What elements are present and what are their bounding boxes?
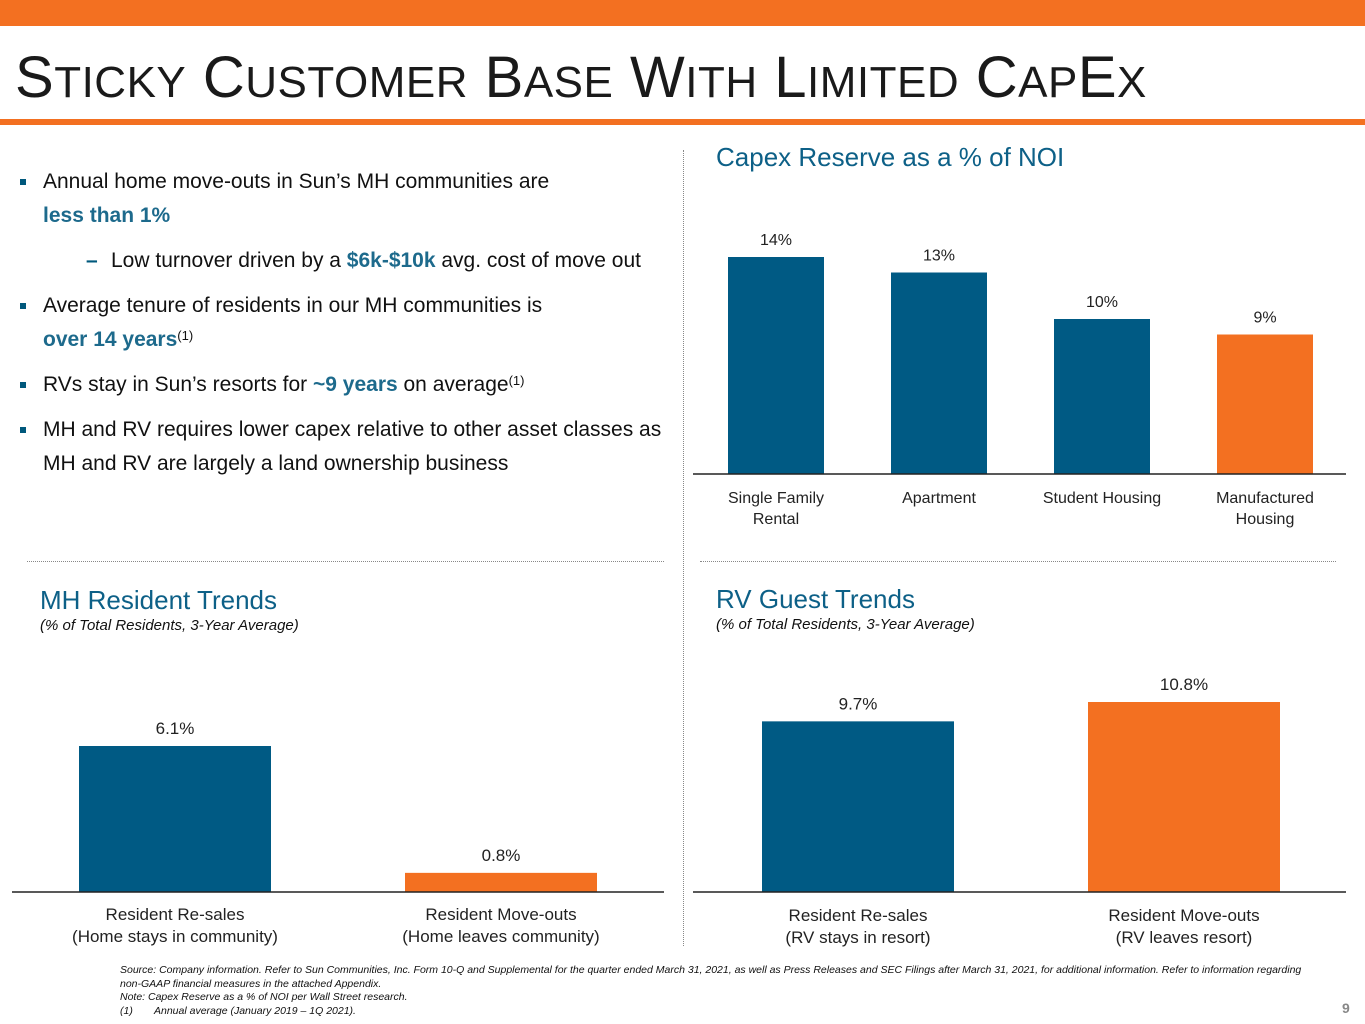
bullet-text: Average tenure of residents in our MH co… [43, 294, 543, 317]
bullet-square-icon [20, 382, 26, 388]
mh-bar-chart: 6.1% Resident Re-sales (Home stays in comm… [12, 719, 664, 946]
mh-chart-title: MH Resident Trends [40, 585, 277, 615]
data-label-2: 13% [923, 248, 955, 265]
bullet-text-end: on average [397, 373, 509, 396]
bullet-text: Annual home move-outs in Sun’s MH commun… [43, 170, 550, 193]
top-accent-bar [0, 0, 1365, 26]
bar-1 [728, 257, 824, 474]
title-word-4: WITH [629, 45, 758, 110]
category-label-4-line-2: Housing [1236, 511, 1295, 528]
data-label-2: 10.8% [1160, 675, 1208, 694]
bullet-highlight: over 14 years [43, 328, 178, 351]
sub-bullet-turnover: – Low turnover driven by a $6k-$10k avg.… [20, 244, 670, 278]
page-number: 9 [1342, 1000, 1350, 1016]
rv-chart-title: RV Guest Trends [716, 584, 915, 614]
bullet-text: RVs stay in Sun’s resorts for [43, 373, 313, 396]
category-label-1-line-1: Resident Re-sales [789, 906, 928, 925]
footnote-ref: (1) [508, 373, 525, 388]
category-label-1-line-2: (Home stays in community) [72, 927, 278, 946]
title-underline-bar [0, 119, 1365, 125]
horizontal-divider-right [700, 561, 1336, 562]
bar-3 [1054, 319, 1150, 474]
bullet-tenure: Average tenure of residents in our MH co… [20, 289, 670, 357]
data-label-1: 6.1% [156, 719, 195, 738]
sub-bullet-text: Low turnover driven by a [111, 249, 347, 272]
title-word-6: CAPEX [975, 45, 1147, 110]
footnote-note: Note: Capex Reserve as a % of NOI per Wa… [120, 991, 408, 1003]
bar-4 [1217, 334, 1313, 474]
category-label-2-line-1: Apartment [902, 490, 976, 507]
footnote-source: Source: Company information. Refer to Su… [120, 964, 1302, 990]
capex-bar-chart: 14% Single Family Rental 13% Apartment 10% Stu… [693, 232, 1346, 528]
bar-2 [891, 272, 987, 474]
category-label-2-line-2: (Home leaves community) [402, 927, 599, 946]
bullet-square-icon [20, 179, 26, 185]
rv-chart-subtitle: (% of Total Residents, 3-Year Average) [716, 616, 975, 633]
title-word-3: BASE [484, 45, 614, 110]
category-label-1-line-2: (RV stays in resort) [785, 928, 930, 947]
bar-2 [405, 872, 597, 892]
data-label-3: 10% [1086, 294, 1118, 311]
footnote: Source: Company information. Refer to Su… [120, 964, 1320, 1018]
data-label-4: 9% [1253, 310, 1276, 327]
footnote-1-text: Annual average (January 2019 – 1Q 2021). [154, 1004, 356, 1017]
category-label-1-line-2: Rental [753, 511, 799, 528]
bullet-highlight: ~9 years [313, 373, 398, 396]
data-label-1: 9.7% [839, 694, 878, 713]
bullet-move-outs: Annual home move-outs in Sun’s MH commun… [20, 165, 670, 233]
bullet-list: Annual home move-outs in Sun’s MH commun… [20, 165, 670, 492]
mh-chart-subtitle: (% of Total Residents, 3-Year Average) [40, 617, 299, 634]
capex-chart-title: Capex Reserve as a % of NOI [716, 142, 1065, 172]
data-label-1: 14% [760, 232, 792, 249]
data-label-2: 0.8% [482, 846, 521, 865]
bar-2 [1088, 702, 1280, 892]
rv-bar-chart: 9.7% Resident Re-sales (RV stays in resort… [693, 675, 1346, 947]
sub-bullet-highlight: $6k-$10k [346, 249, 436, 272]
category-label-1-line-1: Single Family [728, 490, 824, 507]
sub-bullet-text-end: avg. cost of move out [435, 249, 641, 272]
bullet-rv-stay: RVs stay in Sun’s resorts for ~9 years o… [20, 368, 670, 402]
title-word-2: CUSTOMER [202, 45, 468, 110]
category-label-1-line-1: Resident Re-sales [106, 905, 245, 924]
category-label-2-line-2: (RV leaves resort) [1116, 928, 1253, 947]
title-word-5: LIMITED [774, 45, 960, 110]
category-label-2-line-1: Resident Move-outs [1108, 906, 1259, 925]
bar-1 [79, 746, 271, 892]
page-title: STICKY CUSTOMER BASE WITH LIMITED CAPEX [15, 44, 1147, 111]
category-label-4-line-1: Manufactured [1216, 490, 1314, 507]
vertical-divider [683, 150, 684, 946]
bullet-capex: MH and RV requires lower capex relative … [20, 413, 670, 481]
bullet-text: MH and RV requires lower capex relative … [43, 418, 662, 475]
dash-icon: – [86, 249, 98, 272]
category-label-3-line-1: Student Housing [1043, 490, 1161, 507]
category-label-2-line-1: Resident Move-outs [425, 905, 576, 924]
horizontal-divider-left [27, 561, 664, 562]
footnote-ref: (1) [177, 328, 194, 343]
bullet-square-icon [20, 427, 26, 433]
bullet-square-icon [20, 303, 26, 309]
bar-1 [762, 721, 954, 892]
title-word-1: STICKY [15, 45, 187, 110]
footnote-1-number: (1) [120, 1004, 133, 1017]
bullet-highlight: less than 1% [43, 204, 171, 227]
footnote-1: (1) Annual average (January 2019 – 1Q 202… [120, 1005, 1320, 1019]
